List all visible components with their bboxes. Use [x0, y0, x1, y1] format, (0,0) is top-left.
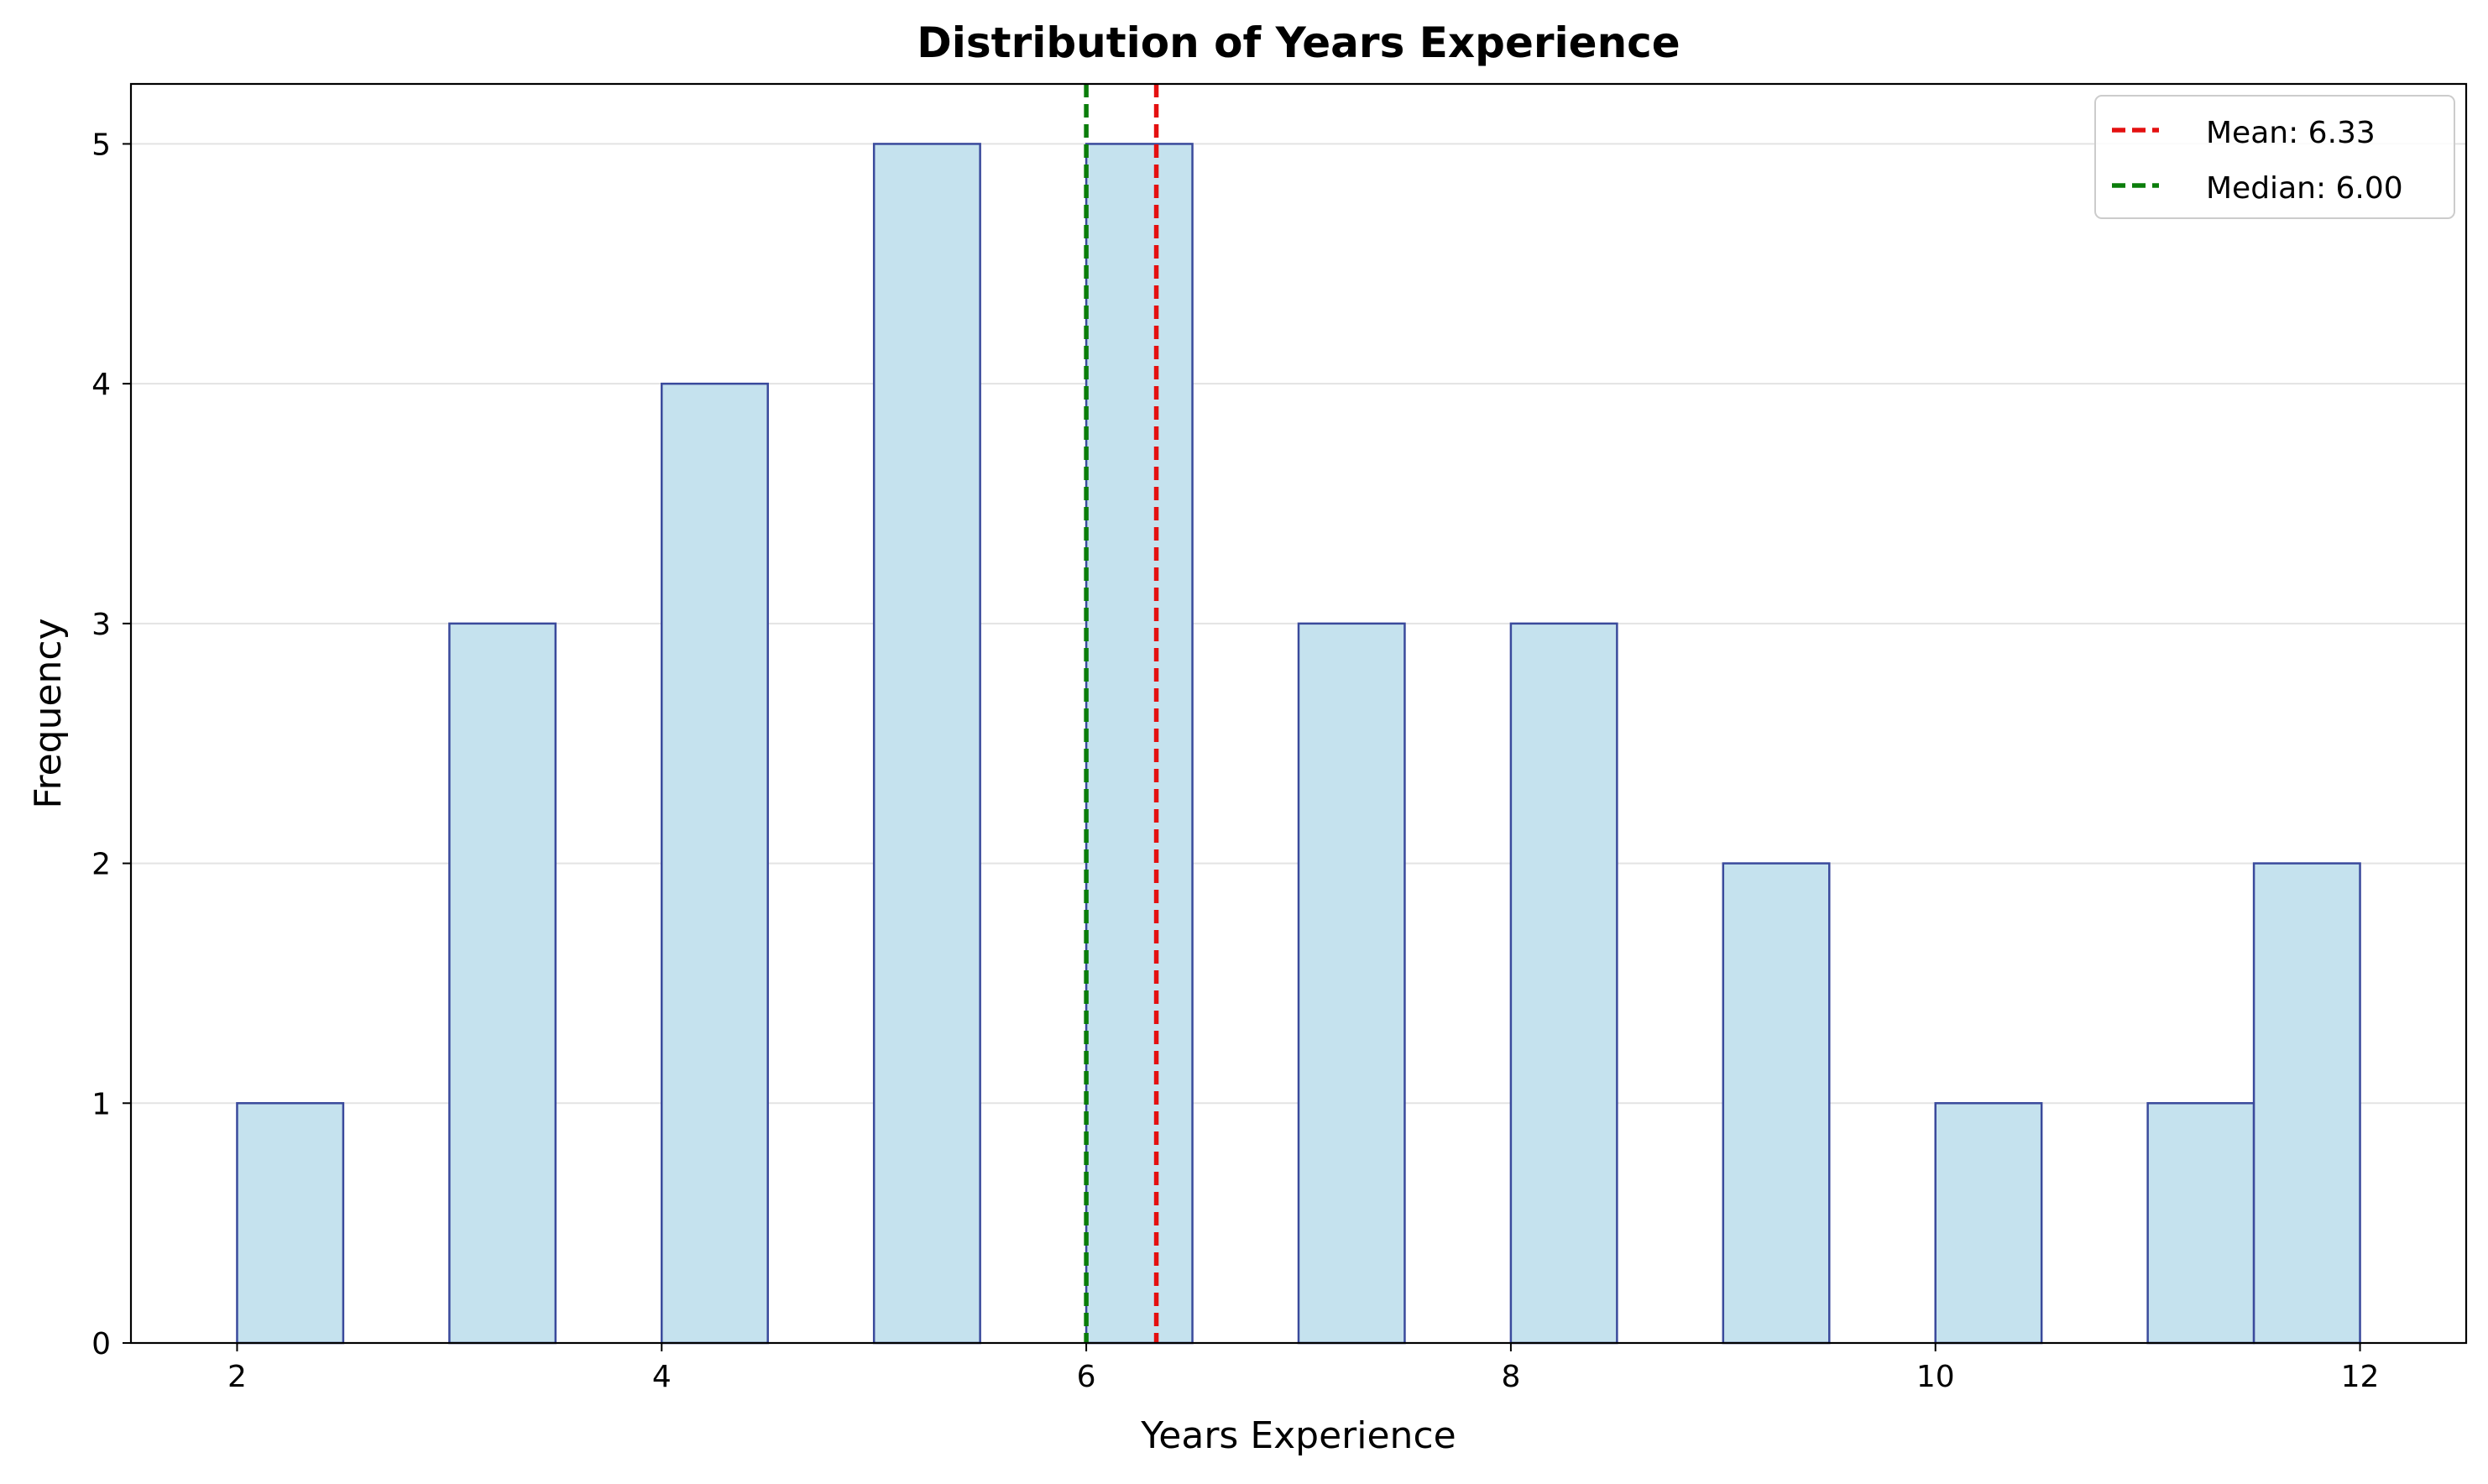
histogram-bar-6	[1509, 622, 1618, 1345]
x-axis-label: Years Experience	[1140, 1414, 1456, 1457]
y-tick-label-5: 5	[91, 128, 111, 162]
y-tick-label-2: 2	[91, 848, 111, 882]
y-tick-label-0: 0	[91, 1327, 111, 1361]
x-axis-ticks: 2 4 6 8 10 12	[227, 1343, 2379, 1394]
histogram-bar-1	[448, 622, 557, 1345]
legend-median-label: Median: 6.00	[2206, 171, 2403, 206]
legend-mean-label: Mean: 6.33	[2206, 116, 2376, 150]
legend: Mean: 6.33 Median: 6.00	[2094, 95, 2455, 219]
histogram-bar-7	[1722, 862, 1831, 1345]
bars	[236, 143, 2361, 1345]
chart-title: Distribution of Years Experience	[917, 18, 1680, 67]
x-tick-label-0: 2	[227, 1360, 247, 1394]
histogram-bar-0	[236, 1102, 345, 1345]
plot-area-frame	[129, 82, 2468, 1345]
y-tick-label-1: 1	[91, 1087, 111, 1121]
legend-box	[2094, 95, 2455, 219]
reference-lines	[1084, 84, 1159, 1343]
histogram-bar-10	[2252, 862, 2361, 1345]
histogram-bar-5	[1297, 622, 1406, 1345]
y-axis-ticks: 0 1 2 3 4 5	[91, 128, 131, 1361]
histogram-bar-2	[661, 382, 769, 1345]
histogram-bar-3	[872, 143, 981, 1345]
y-tick-label-4: 4	[91, 368, 111, 402]
x-tick-label-2: 6	[1077, 1360, 1096, 1394]
x-tick-label-4: 10	[1916, 1360, 1955, 1394]
x-tick-label-1: 4	[652, 1360, 672, 1394]
y-axis-label: Frequency	[27, 618, 70, 808]
y-tick-label-3: 3	[91, 608, 111, 642]
histogram-bar-4	[1085, 143, 1194, 1345]
histogram-bar-8	[1934, 1102, 2043, 1345]
histogram-bar-9	[2146, 1102, 2255, 1345]
x-tick-label-3: 8	[1501, 1360, 1520, 1394]
x-tick-label-5: 12	[2341, 1360, 2380, 1394]
